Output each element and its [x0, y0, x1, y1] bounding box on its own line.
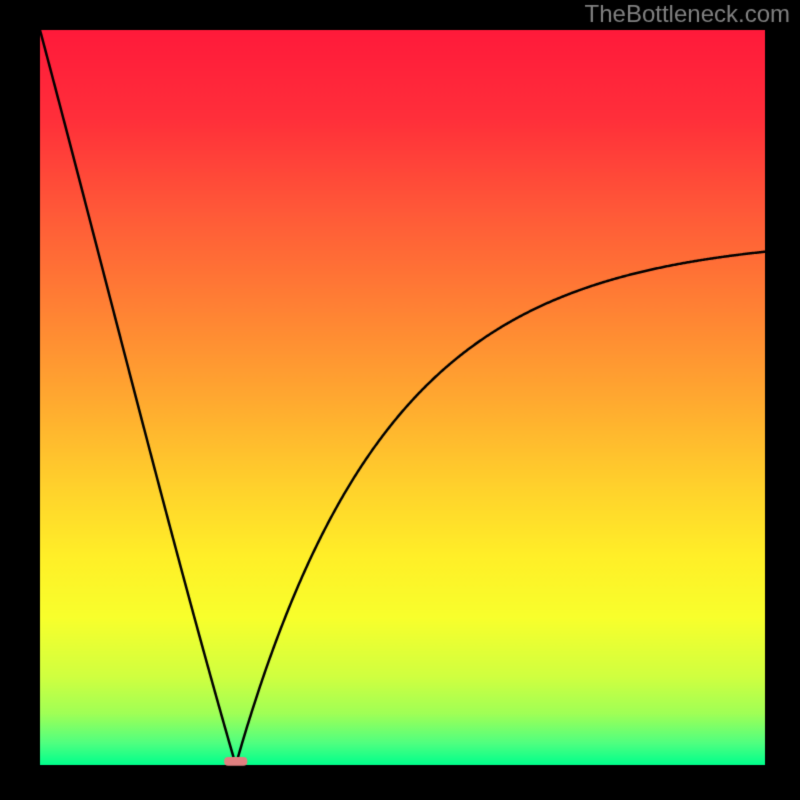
chart-container	[0, 0, 800, 800]
bottleneck-chart-canvas	[0, 0, 800, 800]
